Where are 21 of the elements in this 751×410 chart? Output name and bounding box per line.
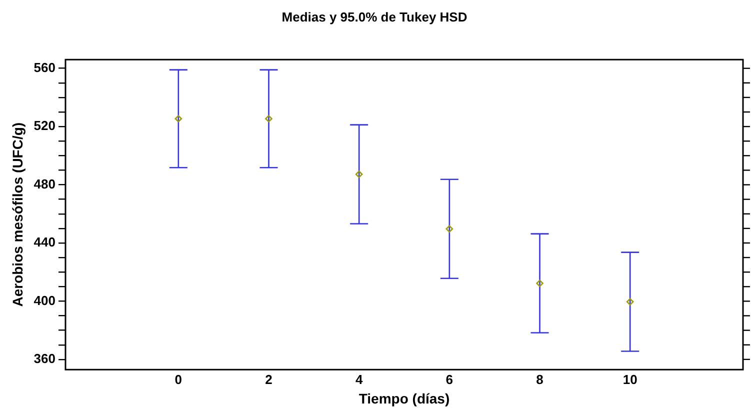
- x-tick-label: 8: [536, 372, 544, 387]
- x-tick-label: 4: [355, 372, 364, 387]
- y-tick-label: 480: [34, 176, 56, 192]
- y-tick-label: 360: [34, 350, 56, 366]
- x-tick-label: 0: [174, 372, 182, 387]
- x-tick-label: 10: [622, 372, 638, 387]
- x-axis-title: Tiempo (días): [358, 390, 450, 406]
- point: [174, 115, 182, 122]
- point: [446, 225, 454, 232]
- y-tick-label: 560: [34, 60, 56, 75]
- chart-title: Medias y 95.0% de Tukey HSD: [282, 9, 468, 24]
- point: [536, 280, 544, 287]
- x-tick-label: 6: [446, 372, 454, 387]
- point: [626, 298, 634, 306]
- point: [265, 115, 272, 122]
- y-tick-label: 400: [34, 292, 56, 308]
- y-tick-label: 440: [34, 234, 56, 250]
- point: [355, 170, 363, 178]
- y-axis-title: Aerobios mesófilos (UFC/g): [9, 122, 26, 307]
- y-tick-label: 520: [34, 118, 56, 134]
- x-tick-label: 2: [265, 372, 272, 387]
